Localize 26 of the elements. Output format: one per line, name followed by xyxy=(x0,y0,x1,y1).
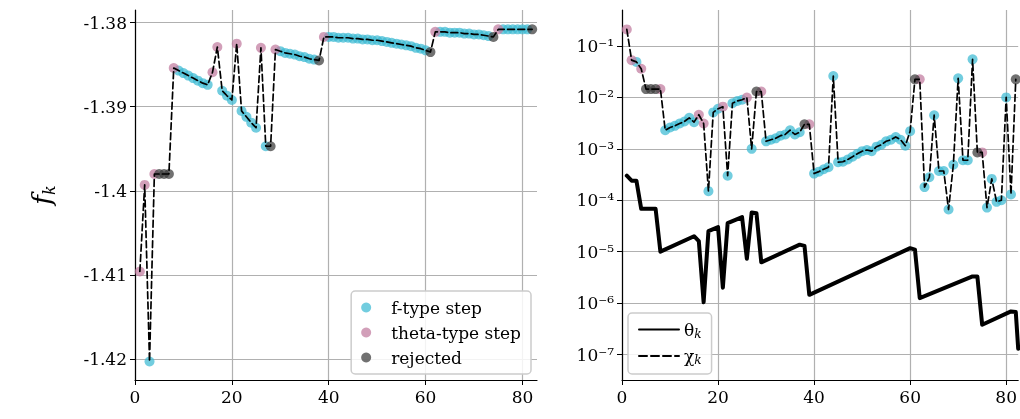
x-tick-label: 40 xyxy=(803,386,825,407)
x-tick-label: 60 xyxy=(899,386,921,407)
x-tick-label: 0 xyxy=(616,386,628,407)
y-tick-label: 10⁻¹ xyxy=(576,35,614,56)
legend-label: rejected xyxy=(391,347,463,368)
y-tick-label: -1.41 xyxy=(83,264,127,285)
y-tick-label: 10⁻³ xyxy=(576,138,614,159)
y-tick-label: -1.42 xyxy=(83,348,127,369)
x-tick-label: 0 xyxy=(129,386,141,407)
x-tick-label: 60 xyxy=(414,386,437,407)
legend-label: theta-type step xyxy=(391,322,522,343)
y-tick-label: 10⁻⁵ xyxy=(576,241,615,262)
x-tick-label: 80 xyxy=(995,386,1017,407)
x-tick-label: 80 xyxy=(511,386,534,407)
x-tick-label: 20 xyxy=(707,386,729,407)
y-tick-label: 10⁻⁴ xyxy=(576,190,615,211)
y-tick-label: 10⁻² xyxy=(576,87,614,108)
y-axis-title: fk xyxy=(27,185,59,207)
y-tick-label: 10⁻⁷ xyxy=(576,344,615,365)
y-tick-label: -1.38 xyxy=(83,12,127,33)
legend-label: f-type step xyxy=(391,297,482,318)
y-tick-label: -1.39 xyxy=(83,96,127,117)
y-tick-label: -1.4 xyxy=(94,180,127,201)
x-tick-label: 40 xyxy=(317,386,340,407)
y-tick-label: 10⁻⁶ xyxy=(576,293,615,314)
x-tick-label: 20 xyxy=(221,386,243,407)
